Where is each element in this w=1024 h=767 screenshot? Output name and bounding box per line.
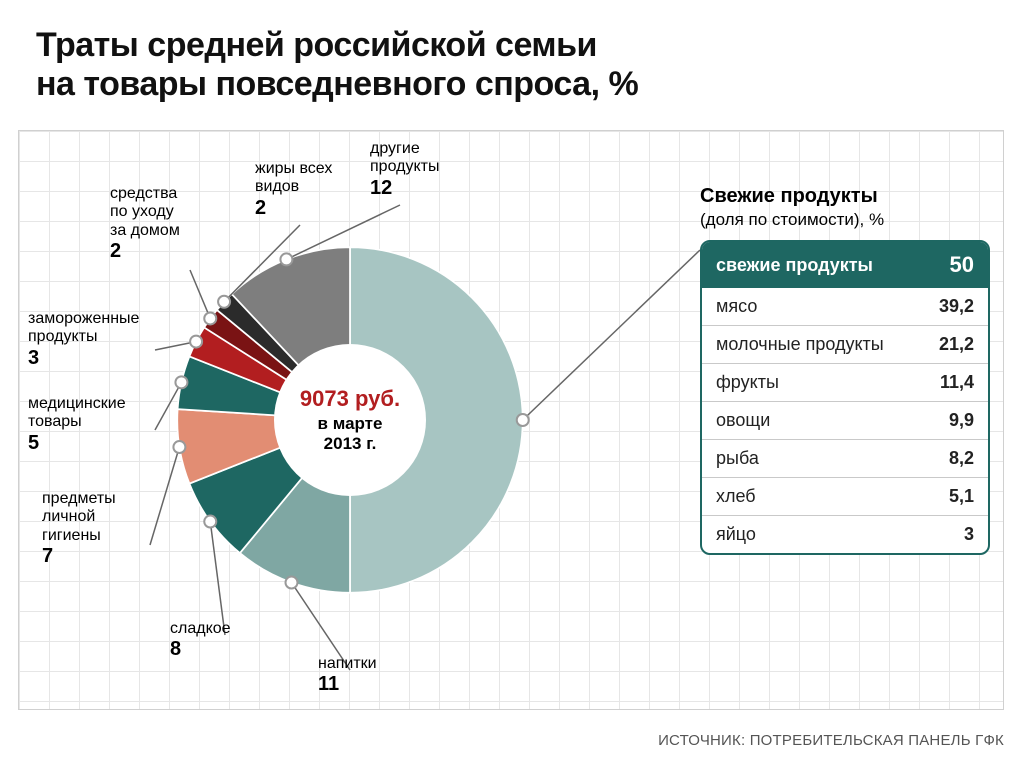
center-line1: в марте (300, 414, 400, 434)
title-line-2: на товары повседневного спроса, % (36, 65, 638, 104)
breakdown-row: яйцо 3 (702, 515, 988, 553)
breakdown-row-label: молочные продукты (716, 334, 884, 355)
breakdown-row-value: 39,2 (939, 296, 974, 317)
breakdown-row-label: овощи (716, 410, 770, 431)
center-line2: 2013 г. (300, 434, 400, 454)
infographic-canvas: Траты средней российской семьи на товары… (0, 0, 1024, 767)
breakdown-row: хлеб 5,1 (702, 477, 988, 515)
callout-frozen: замороженныепродукты 3 (28, 310, 139, 370)
breakdown-row: овощи 9,9 (702, 401, 988, 439)
callout-fats: жиры всехвидов 2 (255, 160, 332, 220)
breakdown-row-value: 21,2 (939, 334, 974, 355)
breakdown-title: Свежие продукты (доля по стоимости), % (700, 185, 884, 231)
breakdown-row-label: хлеб (716, 486, 756, 507)
callout-drinks: напитки 11 (318, 655, 377, 696)
breakdown-row-label: мясо (716, 296, 757, 317)
callout-hygiene: предметыличнойгигиены 7 (42, 490, 116, 568)
breakdown-row-value: 11,4 (940, 372, 974, 393)
title-line-1: Траты средней российской семьи (36, 26, 638, 65)
breakdown-row-label: рыба (716, 448, 759, 469)
breakdown-header: свежие продукты 50 (702, 242, 988, 288)
breakdown-row-value: 9,9 (949, 410, 974, 431)
breakdown-header-label: свежие продукты (716, 255, 873, 276)
donut-center-label: 9073 руб. в марте 2013 г. (300, 386, 400, 454)
breakdown-row: молочные продукты 21,2 (702, 325, 988, 363)
breakdown-row-value: 8,2 (949, 448, 974, 469)
callout-other: другиепродукты 12 (370, 140, 439, 200)
breakdown-row: мясо 39,2 (702, 288, 988, 325)
breakdown-header-value: 50 (950, 252, 974, 278)
callout-sweet: сладкое 8 (170, 620, 231, 661)
donut-chart: 9073 руб. в марте 2013 г. (160, 230, 540, 610)
breakdown-row-value: 5,1 (949, 486, 974, 507)
breakdown-row-label: яйцо (716, 524, 756, 545)
center-value: 9073 руб. (300, 386, 400, 412)
main-title: Траты средней российской семьи на товары… (36, 26, 638, 104)
breakdown-box: свежие продукты 50 мясо 39,2 молочные прод… (700, 240, 990, 555)
breakdown-row-label: фрукты (716, 372, 779, 393)
breakdown-row: рыба 8,2 (702, 439, 988, 477)
callout-home: средствапо уходуза домом 2 (110, 185, 180, 263)
breakdown-row: фрукты 11,4 (702, 363, 988, 401)
breakdown-row-value: 3 (964, 524, 974, 545)
source-text: ИСТОЧНИК: ПОТРЕБИТЕЛЬСКАЯ ПАНЕЛЬ ГФК (658, 732, 1004, 749)
callout-med: медицинскиетовары 5 (28, 395, 126, 455)
